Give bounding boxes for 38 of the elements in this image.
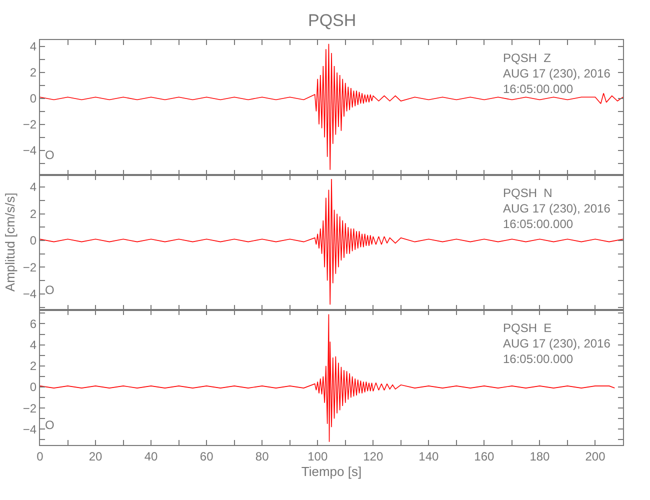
annotation: O <box>45 148 54 162</box>
y-tick-label: 0 <box>30 234 37 248</box>
x-tick-label: 40 <box>144 449 158 464</box>
annotation: O <box>45 283 54 297</box>
x-tick-label: 180 <box>530 449 550 464</box>
y-tick-label: 2 <box>30 206 37 221</box>
annotation: PQSH E AUG 17 (230), 2016 16:05:00.000 <box>503 321 611 366</box>
y-tick-label: 0 <box>30 92 37 106</box>
annotation: PQSH N AUG 17 (230), 2016 16:05:00.000 <box>503 186 611 232</box>
x-tick-label: 80 <box>255 449 270 464</box>
x-tick-label: 60 <box>200 449 214 464</box>
x-tick-label: 20 <box>88 449 103 464</box>
y-tick-label: −2 <box>22 401 37 416</box>
y-tick-label: 4 <box>30 180 37 194</box>
y-tick-label: 6 <box>30 316 37 331</box>
y-tick-label: −4 <box>22 287 37 302</box>
x-tick-label: 100 <box>308 449 328 464</box>
y-axis-title: Amplitud [cm/s/s] <box>2 192 18 292</box>
x-tick-label: 140 <box>418 449 439 464</box>
y-tick-label: −2 <box>22 260 37 274</box>
y-tick-label: −4 <box>22 422 37 436</box>
y-tick-label: −4 <box>22 144 37 158</box>
x-axis-title: Tiempo [s] <box>301 464 362 479</box>
line-series <box>40 43 623 170</box>
x-tick-label: 120 <box>363 449 384 464</box>
y-tick-label: 0 <box>30 380 37 394</box>
line-series <box>40 314 616 442</box>
y-tick-label: 4 <box>30 40 37 54</box>
chart-title: PQSH <box>308 11 356 30</box>
annotation: PQSH Z AUG 17 (230), 2016 16:05:00.000 <box>503 51 611 96</box>
x-tick-label: 160 <box>474 449 495 464</box>
annotation: O <box>45 418 54 432</box>
y-tick-label: 2 <box>30 66 37 80</box>
y-tick-label: −2 <box>22 118 37 132</box>
x-tick-label: 200 <box>585 449 606 464</box>
y-tick-label: 4 <box>30 338 37 352</box>
line-series <box>40 178 623 306</box>
y-tick-label: 2 <box>30 359 37 374</box>
